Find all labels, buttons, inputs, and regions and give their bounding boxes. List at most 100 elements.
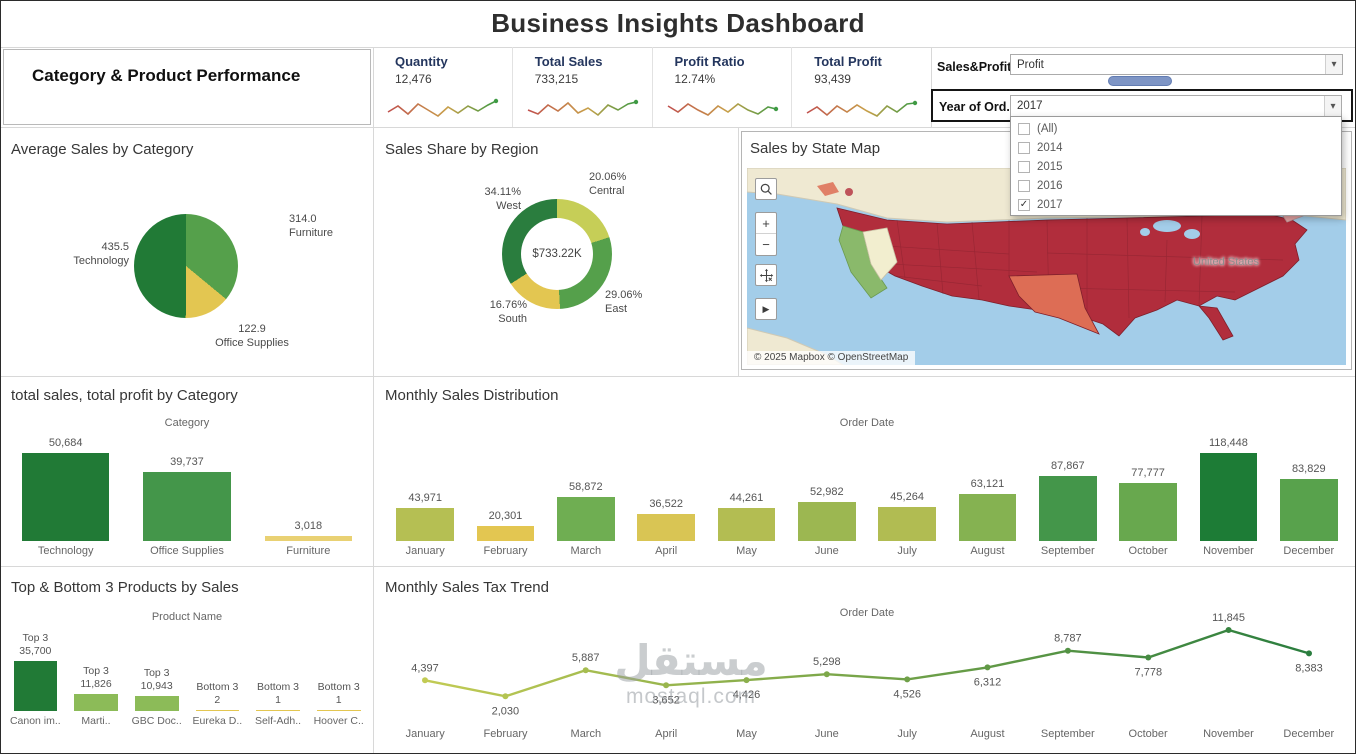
bar[interactable]: [797, 502, 856, 541]
map-search-button[interactable]: [755, 178, 777, 200]
zoom-out-button[interactable]: −: [762, 237, 770, 252]
data-point[interactable]: [1225, 627, 1232, 633]
data-point[interactable]: [502, 693, 509, 700]
bar[interactable]: [1199, 453, 1258, 541]
point-value-label: 5,887: [572, 652, 600, 664]
bar-group: 52,982 June: [787, 429, 867, 557]
bar-group: Bottom 3 1 Hoover C..: [308, 621, 369, 727]
bar-group: Bottom 3 2 Eureka D..: [187, 621, 248, 727]
bar-value-label: Top 3 10,943: [140, 667, 173, 692]
bar-group: 87,867 September: [1028, 429, 1108, 557]
data-point[interactable]: [582, 667, 589, 674]
bar[interactable]: [195, 710, 240, 711]
bar-group: 43,971 January: [385, 429, 465, 557]
panel-title: Category & Product Performance: [32, 66, 301, 85]
pie-label-office-supplies: 122.9 Office Supplies: [215, 323, 289, 349]
bar[interactable]: [1119, 483, 1178, 541]
year-option-all[interactable]: (All): [1011, 119, 1341, 138]
checkbox[interactable]: [1018, 122, 1030, 135]
bar[interactable]: [13, 661, 58, 711]
bar[interactable]: [958, 494, 1017, 541]
section-title-state-map: Sales by State Map: [750, 140, 881, 157]
year-option-2014[interactable]: 2014: [1011, 138, 1341, 157]
year-dropdown[interactable]: 2017 ▾: [1010, 95, 1342, 117]
bar[interactable]: [878, 507, 937, 541]
florida-state[interactable]: [1198, 305, 1234, 341]
data-point[interactable]: [663, 682, 670, 689]
bar[interactable]: [256, 710, 300, 711]
divider: [1, 376, 1355, 377]
region-donut-chart[interactable]: $733.22K: [502, 199, 612, 309]
bar[interactable]: [1038, 476, 1097, 541]
point-value-label: 3,652: [652, 694, 680, 706]
data-point[interactable]: [1145, 654, 1152, 661]
section-title-sales-share: Sales Share by Region: [385, 141, 539, 158]
sales-profit-dropdown[interactable]: Profit ▾: [1010, 54, 1343, 75]
bar-group: 3,018 Furniture: [248, 429, 369, 557]
bar[interactable]: [21, 453, 110, 541]
bar-group: Top 3 10,943 GBC Doc..: [126, 621, 187, 727]
map-zoom-control: + −: [755, 212, 777, 256]
bar[interactable]: [476, 526, 535, 541]
avg-sales-pie-chart[interactable]: [134, 214, 238, 318]
chevron-down-icon[interactable]: ▾: [1325, 55, 1342, 74]
data-point[interactable]: [1306, 650, 1312, 657]
bar[interactable]: [264, 536, 352, 541]
checkbox[interactable]: ✓: [1018, 198, 1030, 211]
bar-group: 50,684 Technology: [5, 429, 126, 557]
bar-value-label: 50,684: [48, 437, 83, 449]
checkbox[interactable]: [1018, 160, 1030, 173]
kpi-card-total-sales: Total Sales 733,215: [513, 47, 653, 127]
year-option-2015[interactable]: 2015: [1011, 157, 1341, 176]
bar[interactable]: [74, 694, 118, 711]
year-option-2017[interactable]: ✓ 2017: [1011, 195, 1341, 214]
data-point[interactable]: [904, 676, 911, 683]
zoom-in-button[interactable]: +: [756, 213, 776, 234]
bar[interactable]: [717, 508, 776, 541]
parameter-slider-handle[interactable]: [1108, 76, 1172, 86]
bar-group: 39,737 Office Supplies: [126, 429, 247, 557]
bar[interactable]: [396, 508, 455, 541]
point-value-label: 4,397: [411, 662, 439, 674]
data-point[interactable]: [422, 677, 428, 684]
data-point[interactable]: [1064, 647, 1071, 654]
bar[interactable]: [143, 472, 231, 541]
great-lakes: [1140, 228, 1150, 236]
bar[interactable]: [134, 696, 179, 711]
checkbox[interactable]: [1018, 179, 1030, 192]
divider: [1, 127, 1355, 128]
bar[interactable]: [1279, 479, 1338, 541]
point-value-label: 11,845: [1212, 613, 1245, 624]
data-point[interactable]: [823, 671, 830, 678]
data-point[interactable]: [984, 664, 991, 671]
kpi-label: Quantity: [395, 54, 448, 69]
kpi-label: Total Sales: [534, 54, 603, 69]
map-toolbar-expand-button[interactable]: ▶: [755, 298, 777, 320]
kpi-card-quantity: Quantity 12,476: [373, 47, 513, 127]
point-value-label: 7,778: [1135, 667, 1163, 679]
map-pan-reset-button[interactable]: [755, 264, 777, 286]
bar[interactable]: [316, 710, 361, 711]
bar[interactable]: [637, 514, 696, 541]
bar-value-label: 43,971: [408, 492, 442, 504]
x-axis-label: Marti..: [81, 715, 111, 727]
texas-state[interactable]: [1008, 273, 1100, 335]
x-axis-label: Self-Adh..: [254, 715, 302, 727]
data-point[interactable]: [743, 677, 750, 684]
donut-label-west: 34.11% West: [484, 186, 522, 212]
bar-group: 20,301 February: [465, 429, 545, 557]
pie-label-technology: 435.5 Technology: [73, 241, 129, 267]
bar-group: 118,448 November: [1188, 429, 1268, 557]
bar-value-label: 20,301: [488, 510, 523, 522]
x-axis-label: June: [814, 545, 839, 557]
kpi-sparkline: [806, 100, 918, 117]
year-option-2016[interactable]: 2016: [1011, 176, 1341, 195]
section-title-top-bottom: Top & Bottom 3 Products by Sales: [11, 579, 239, 596]
nevada-state[interactable]: [862, 227, 898, 281]
chevron-down-icon[interactable]: ▾: [1324, 96, 1341, 116]
bar-group: Top 3 11,826 Marti..: [66, 621, 127, 727]
bar[interactable]: [556, 497, 615, 541]
checkbox[interactable]: [1018, 141, 1030, 154]
donut-label-central: 20.06% Central: [589, 171, 627, 197]
